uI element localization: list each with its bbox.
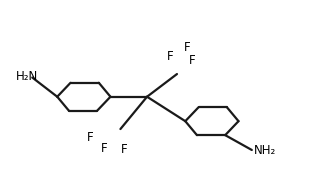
Text: F: F (189, 54, 195, 67)
Text: F: F (167, 50, 174, 63)
Text: NH₂: NH₂ (254, 144, 276, 157)
Text: H₂N: H₂N (16, 70, 38, 83)
Text: F: F (87, 131, 94, 144)
Text: F: F (121, 143, 127, 156)
Text: F: F (184, 41, 190, 54)
Text: F: F (101, 142, 107, 155)
